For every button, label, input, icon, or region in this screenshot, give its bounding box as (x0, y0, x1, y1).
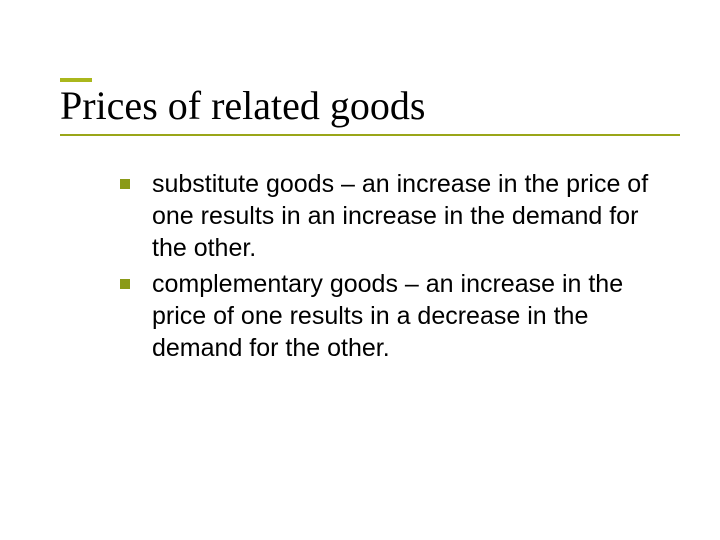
title-underline (60, 134, 680, 136)
slide: Prices of related goods substitute goods… (0, 0, 720, 540)
list-item: complementary goods – an increase in the… (120, 268, 660, 364)
title-block: Prices of related goods (60, 78, 680, 136)
slide-title: Prices of related goods (60, 84, 680, 132)
square-bullet-icon (120, 279, 130, 289)
bullet-list: substitute goods – an increase in the pr… (120, 168, 660, 368)
list-item: substitute goods – an increase in the pr… (120, 168, 660, 264)
square-bullet-icon (120, 179, 130, 189)
accent-bar (60, 78, 92, 82)
list-item-text: substitute goods – an increase in the pr… (152, 168, 660, 264)
list-item-text: complementary goods – an increase in the… (152, 268, 660, 364)
